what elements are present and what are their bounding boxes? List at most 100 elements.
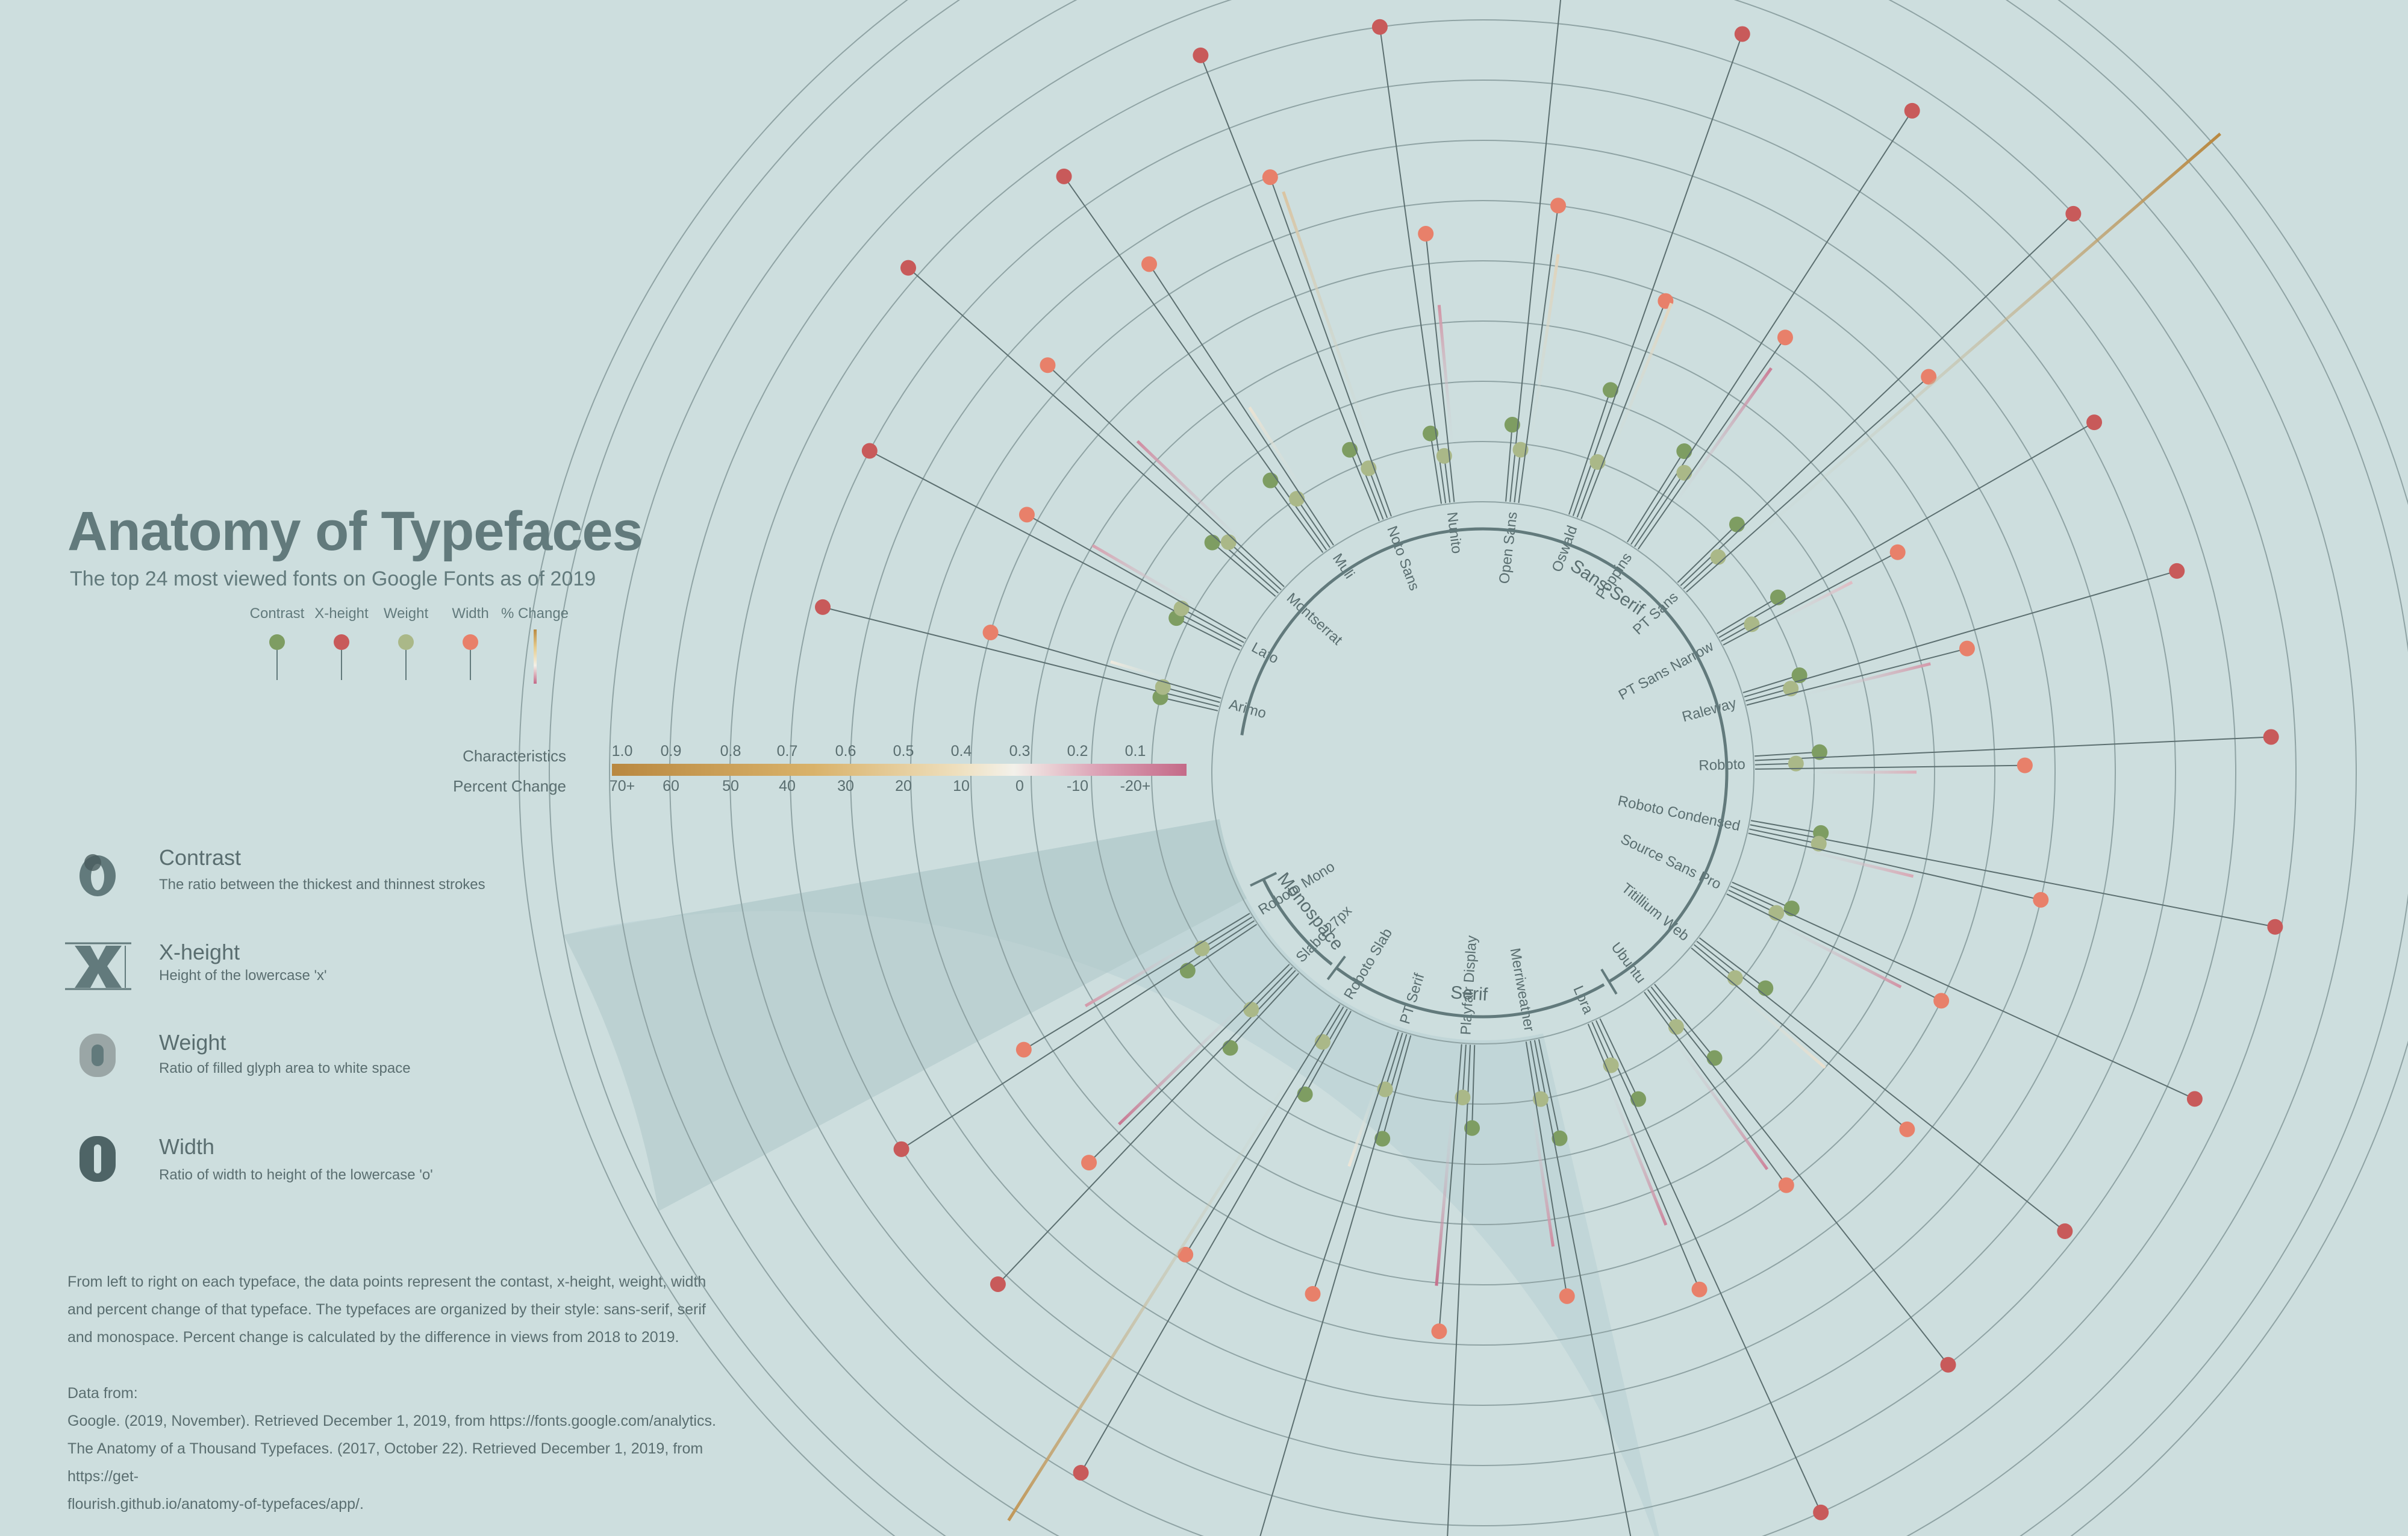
spoke-line — [1644, 991, 1787, 1186]
contrast-point — [1630, 1091, 1647, 1107]
spoke-line — [1471, 1044, 1476, 1128]
width-point — [1305, 1286, 1321, 1302]
font-spoke — [1007, 1004, 1352, 1522]
spoke-line — [908, 267, 1279, 594]
contrast-point — [1504, 417, 1520, 433]
definition-contrast-name: Contrast — [159, 845, 242, 870]
spoke-line — [1296, 498, 1330, 548]
spoke-line — [1686, 376, 1929, 593]
font-spoke — [1193, 47, 1392, 522]
font-label: Roboto — [1698, 756, 1745, 773]
grid-ring — [609, 0, 2357, 1536]
group-divider — [1600, 969, 1618, 995]
font-spoke — [900, 260, 1285, 597]
legend-item: Weight — [370, 605, 442, 680]
spoke-line — [1185, 1004, 1341, 1255]
legend-item: X-height — [305, 605, 378, 680]
contrast-point — [1179, 963, 1196, 979]
weight-point — [1220, 534, 1237, 550]
width-point — [1559, 1288, 1575, 1304]
spoke-line — [1447, 1044, 1471, 1536]
weight-point — [1289, 490, 1305, 507]
weight-point — [1788, 755, 1804, 772]
font-spoke — [990, 964, 1299, 1292]
spoke-line — [1654, 984, 1715, 1059]
source-line: flourish.github.io/anatomy-of-typefaces/… — [67, 1496, 364, 1513]
x-height-point — [2065, 205, 2082, 222]
percent-change-line — [1792, 846, 1914, 878]
percent-change-line — [1435, 1090, 1456, 1286]
spoke-line — [1677, 523, 1738, 583]
spoke-line — [1080, 1008, 1348, 1473]
width-point — [1262, 169, 1278, 186]
spoke-line — [1533, 1040, 1632, 1536]
spoke-line — [1425, 233, 1455, 502]
percent-change-line — [1091, 544, 1208, 614]
spoke-line — [1529, 1040, 1541, 1099]
group-arc — [1240, 527, 1729, 983]
x-height-point — [1056, 168, 1072, 184]
legend-stem — [405, 650, 407, 680]
spoke-line — [1462, 1044, 1467, 1098]
percent-change-line — [1792, 662, 1931, 699]
x-height-point — [1904, 102, 1920, 119]
contrast-point — [1706, 1050, 1723, 1066]
x-height-point — [2086, 414, 2103, 431]
font-spoke — [1056, 168, 1334, 553]
legend-item: Contrast — [241, 605, 313, 680]
width-point — [1899, 1121, 1915, 1137]
contrast-point — [1758, 980, 1774, 996]
percent-change-line — [1347, 1074, 1382, 1167]
spoke-line — [1063, 176, 1327, 551]
font-spoke — [1525, 1039, 1632, 1536]
weight-point — [1455, 1089, 1471, 1105]
font-spoke — [861, 443, 1247, 651]
spoke-line — [901, 920, 1255, 1150]
legend-gradient-line — [533, 629, 537, 684]
x-height-point — [2186, 1091, 2203, 1107]
spoke-line — [1691, 948, 1907, 1130]
percent-change-line — [1118, 993, 1255, 1126]
spoke-line — [1634, 472, 1685, 548]
x-height-point — [814, 599, 831, 615]
chart-center — [1215, 505, 1750, 1040]
legend-stem — [470, 650, 471, 680]
spoke-line — [1749, 828, 1819, 844]
spoke-line — [1384, 1032, 1403, 1090]
contrast-point — [1770, 589, 1786, 605]
characteristics-tick: 0.7 — [776, 743, 798, 760]
percent-change-line — [1248, 406, 1312, 505]
contrast-point — [1676, 443, 1692, 460]
legend-label: X-height — [314, 605, 369, 622]
group-label: Serif — [1450, 982, 1488, 1005]
x-height-point — [900, 260, 917, 276]
contrast-point — [1602, 382, 1618, 398]
spoke-line — [1696, 940, 2065, 1232]
grid-ring — [1211, 501, 1755, 1044]
x-height-point — [990, 1276, 1006, 1292]
group-arc — [1335, 966, 1605, 1019]
spoke-line — [1212, 542, 1276, 597]
percent-tick: 20 — [895, 778, 912, 795]
spoke-line — [1718, 422, 2095, 638]
spoke-line — [1698, 937, 1766, 989]
spoke-line — [1538, 1039, 1561, 1138]
contrast-point — [1204, 534, 1220, 551]
width-point — [1015, 1041, 1032, 1058]
spoke-line — [1023, 913, 1250, 1051]
percent-change-line — [1136, 440, 1254, 553]
x-height-point — [893, 1141, 909, 1157]
spoke-line — [1509, 0, 1562, 502]
spoke-line — [1745, 688, 1791, 702]
x-height-icon — [65, 942, 131, 990]
percent-change-line — [1110, 660, 1177, 683]
percent-change-line — [1528, 1088, 1555, 1247]
weight-point — [1512, 442, 1529, 458]
x-height-point — [2169, 563, 2185, 579]
x-height-point — [2057, 1223, 2073, 1239]
percent-change-line — [1601, 1068, 1668, 1226]
legend-dot — [398, 634, 414, 650]
spoke-line — [1750, 820, 1821, 834]
width-point — [1431, 1323, 1447, 1340]
group-arc — [1262, 878, 1333, 966]
